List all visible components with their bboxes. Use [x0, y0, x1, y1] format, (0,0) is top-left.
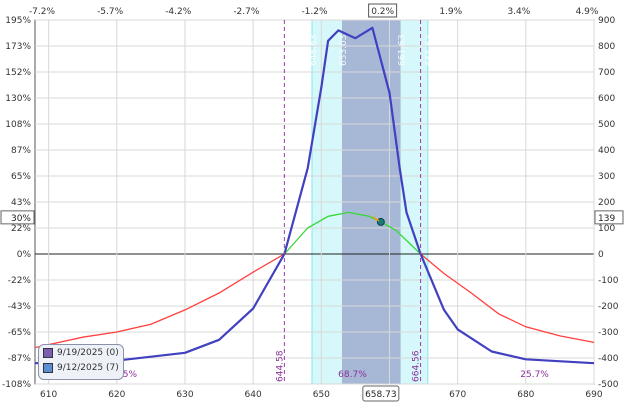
- current-price-arrow: [372, 216, 380, 222]
- right-tick-label: 900: [598, 16, 615, 26]
- legend-item-expiry[interactable]: 9/19/2025 (0): [39, 345, 123, 360]
- left-tick-label: -43%: [8, 302, 32, 312]
- left-tick-label: -22%: [8, 276, 32, 286]
- top-tick-label: -4.2%: [165, 7, 192, 17]
- bottom-tick-label: 670: [449, 390, 466, 400]
- strike-label-1: 653.03: [339, 35, 349, 67]
- legend-swatch-expiry: [43, 347, 53, 358]
- right-tick-label: 0: [598, 250, 604, 260]
- right-tick-label: 500: [598, 120, 615, 130]
- right-marker-label: 139: [598, 214, 615, 224]
- right-tick-label: 800: [598, 42, 615, 52]
- region-prob-label-2: 25.7%: [520, 370, 549, 380]
- legend-label-t7: 9/12/2025 (7): [57, 362, 119, 373]
- left-tick-label: 87%: [11, 146, 31, 156]
- left-tick-label: 43%: [11, 198, 31, 208]
- strike-label-0: 648.63: [309, 35, 319, 67]
- left-marker-label: 30%: [11, 214, 31, 224]
- bottom-tick-label: 610: [40, 390, 57, 400]
- region-prob-label-1: 68.7%: [338, 370, 367, 380]
- left-tick-label: -65%: [8, 328, 32, 338]
- left-tick-label: 130%: [5, 94, 31, 104]
- strike-label-2: 661.63: [398, 35, 408, 67]
- legend-swatch-t7: [43, 362, 53, 373]
- left-tick-label: 0%: [17, 250, 32, 260]
- right-tick-label: -400: [598, 354, 619, 364]
- bottom-tick-label: 640: [245, 390, 262, 400]
- top-tick-label: -1.2%: [301, 7, 328, 17]
- right-tick-label: -200: [598, 302, 619, 312]
- series-t7-right-line: [420, 253, 595, 344]
- current-price-box: [362, 385, 400, 402]
- top-tick-label: 4.9%: [576, 7, 599, 17]
- series-t7-left-line: [34, 253, 285, 349]
- region-prob-label-0: 5.5%: [114, 370, 137, 380]
- top-tick-label: -5.7%: [97, 7, 124, 17]
- right-tick-label: -300: [598, 328, 619, 338]
- right-tick-label: 400: [598, 146, 615, 156]
- bottom-tick-label: 650: [313, 390, 330, 400]
- top-tick-label: -7.2%: [29, 7, 56, 17]
- series-expiry-line: [34, 26, 595, 365]
- right-tick-label: 200: [598, 198, 615, 208]
- top-tick-label: 0.2%: [371, 7, 394, 17]
- right-marker-box: [594, 210, 624, 225]
- left-tick-label: 152%: [5, 68, 31, 78]
- left-tick-label: 22%: [11, 224, 31, 234]
- breakeven-label-1: 664.56: [412, 350, 422, 382]
- left-tick-label: 195%: [5, 16, 31, 26]
- left-tick-label: 65%: [11, 172, 31, 182]
- right-tick-label: 300: [598, 172, 615, 182]
- bottom-tick-label: 630: [176, 390, 193, 400]
- right-tick-label: -500: [598, 380, 619, 390]
- left-tick-label: -87%: [8, 354, 32, 364]
- left-tick-label: 108%: [5, 120, 31, 130]
- right-tick-label: 100: [598, 224, 615, 234]
- top-tick-highlight-box: [368, 3, 398, 18]
- right-tick-label: -100: [598, 276, 619, 286]
- strike-label-3: 665.63: [425, 35, 435, 67]
- top-tick-label: 3.4%: [507, 7, 530, 17]
- left-tick-label: 173%: [5, 42, 31, 52]
- legend-item-t7[interactable]: 9/12/2025 (7): [39, 360, 123, 375]
- current-price-label: 658.73: [365, 390, 397, 400]
- legend[interactable]: 9/19/2025 (0) 9/12/2025 (7): [38, 344, 124, 380]
- bottom-tick-label: 690: [585, 390, 602, 400]
- top-tick-label: -2.7%: [233, 7, 260, 17]
- right-tick-label: 600: [598, 94, 615, 104]
- current-price-dot: [376, 217, 385, 226]
- series-t7-profit-line: [283, 211, 422, 255]
- top-tick-label: 1.9%: [439, 7, 462, 17]
- legend-label-expiry: 9/19/2025 (0): [57, 347, 119, 358]
- bottom-tick-label: 680: [517, 390, 534, 400]
- bottom-tick-label: 620: [108, 390, 125, 400]
- left-tick-label: -108%: [2, 380, 31, 390]
- right-tick-label: 700: [598, 68, 615, 78]
- left-marker-box: [0, 210, 35, 225]
- breakeven-label-0: 644.58: [275, 350, 285, 382]
